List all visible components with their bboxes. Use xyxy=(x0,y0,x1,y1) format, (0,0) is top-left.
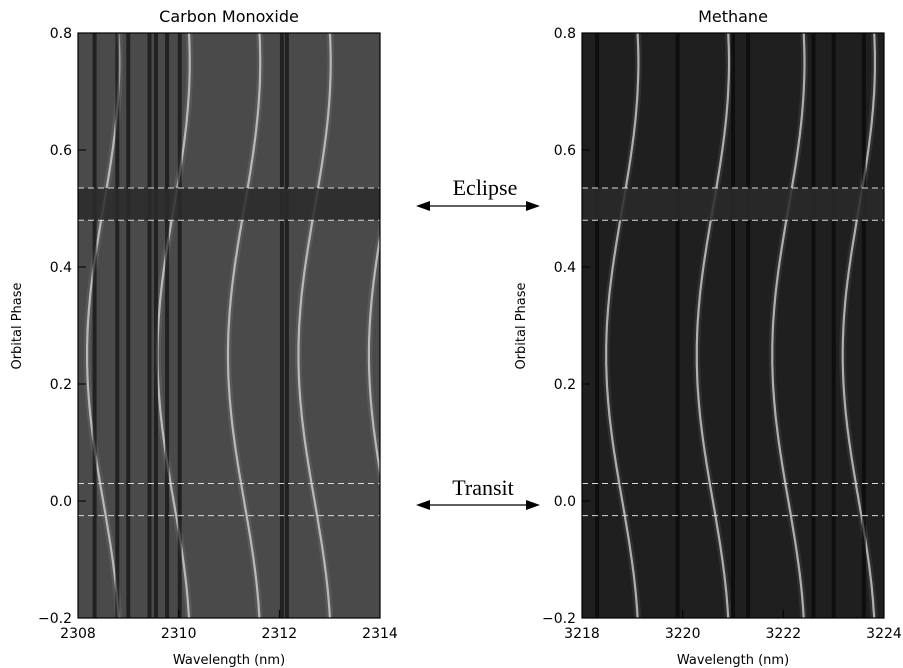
signal-trail-glow xyxy=(602,33,642,618)
x-axis-ticks: 3218 3220 3222 3224 xyxy=(564,610,902,642)
telluric-line xyxy=(731,33,735,618)
y-tick-label: −0.2 xyxy=(38,611,72,627)
signal-trail xyxy=(605,33,640,618)
y-tick-label: 0.8 xyxy=(554,26,576,42)
signal-trail-glow xyxy=(224,33,264,618)
telluric-line xyxy=(147,33,152,618)
x-axis-ticks: 2308 2310 2312 2314 xyxy=(60,610,398,642)
telluric-line xyxy=(154,33,158,618)
eclipse-arrow-right-head xyxy=(526,201,540,211)
telluric-line xyxy=(165,33,170,618)
signal-trail xyxy=(86,33,121,618)
signal-trail xyxy=(695,33,731,618)
panel-methane: 3218 3220 3222 3224 −0.2 0.0 0.2 0.4 0.6 0.8 Met… xyxy=(514,7,902,668)
y-tick-label: 0.6 xyxy=(554,143,576,159)
transit-arrow-left-head xyxy=(416,500,430,510)
eclipse-band xyxy=(582,188,884,221)
eclipse-band xyxy=(78,188,380,221)
eclipse-arrow-left-head xyxy=(416,201,430,211)
heatmap-carbon-monoxide xyxy=(78,33,380,618)
chart-title: Carbon Monoxide xyxy=(159,7,299,26)
signal-trail xyxy=(771,33,806,618)
transit-label: Transit xyxy=(452,475,514,500)
x-axis-label: Wavelength (nm) xyxy=(173,653,285,668)
plot-frame xyxy=(581,32,885,619)
telluric-line xyxy=(861,33,866,618)
x-tick-label: 2310 xyxy=(161,626,197,642)
telluric-line xyxy=(831,33,836,618)
y-tick-label: 0.0 xyxy=(50,494,72,510)
telluric-line xyxy=(595,33,600,618)
eclipse-label: Eclipse xyxy=(453,175,518,200)
x-tick-label: 3224 xyxy=(866,626,902,642)
signal-trail xyxy=(297,33,332,618)
eclipse-annotation: Eclipse xyxy=(416,175,540,211)
telluric-line xyxy=(746,33,751,618)
y-axis-ticks: −0.2 0.0 0.2 0.4 0.6 0.8 xyxy=(38,26,86,627)
heatmap-methane xyxy=(582,33,884,618)
y-tick-label: 0.4 xyxy=(50,260,72,276)
signal-trail-glow xyxy=(154,33,194,618)
x-tick-label: 3220 xyxy=(665,626,701,642)
y-axis-label: Orbital Phase xyxy=(10,282,25,369)
y-tick-label: 0.8 xyxy=(50,26,72,42)
signal-trail-glow xyxy=(768,33,808,618)
x-tick-label: 2308 xyxy=(60,626,96,642)
x-tick-label: 3222 xyxy=(766,626,802,642)
y-tick-label: 0.0 xyxy=(554,494,576,510)
signal-trail-glow xyxy=(295,33,335,618)
x-tick-label: 2314 xyxy=(362,626,398,642)
y-tick-label: 0.2 xyxy=(50,377,72,393)
telluric-line xyxy=(92,33,97,618)
y-axis-ticks: −0.2 0.0 0.2 0.4 0.6 0.8 xyxy=(542,26,590,627)
y-tick-label: 0.4 xyxy=(554,260,576,276)
y-tick-label: 0.2 xyxy=(554,377,576,393)
signal-trail-glow xyxy=(83,33,123,618)
signal-trail xyxy=(367,231,380,478)
y-tick-label: 0.6 xyxy=(50,143,72,159)
telluric-line xyxy=(811,33,816,618)
telluric-line xyxy=(177,33,182,618)
signal-trail-glow xyxy=(693,33,733,618)
panel-carbon-monoxide: 2308 2310 2312 2314 −0.2 0.0 0.2 0.4 0.6 0.8 Car… xyxy=(10,7,398,668)
x-tick-label: 3218 xyxy=(564,626,600,642)
telluric-line xyxy=(675,33,680,618)
telluric-line xyxy=(284,33,289,618)
telluric-line xyxy=(279,33,284,618)
transit-arrow-right-head xyxy=(526,500,540,510)
y-axis-label: Orbital Phase xyxy=(514,282,529,369)
signal-trail xyxy=(226,33,262,618)
telluric-line xyxy=(115,33,120,618)
plot-frame xyxy=(77,32,381,619)
x-tick-label: 2312 xyxy=(262,626,298,642)
signal-trail-glow xyxy=(365,216,380,493)
signal-trail xyxy=(156,33,191,618)
transit-annotation: Transit xyxy=(416,475,540,510)
x-axis-label: Wavelength (nm) xyxy=(677,653,789,668)
chart-title: Methane xyxy=(698,7,768,26)
y-tick-label: −0.2 xyxy=(542,611,576,627)
telluric-line xyxy=(126,33,131,618)
